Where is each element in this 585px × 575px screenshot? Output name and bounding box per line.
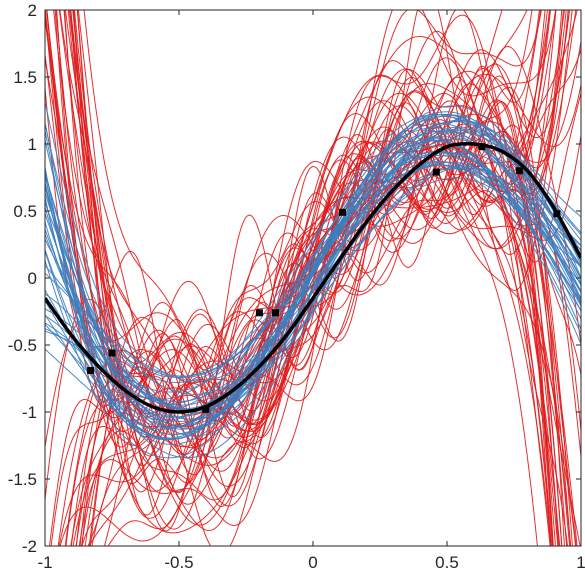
blue-sample-curve [45, 165, 581, 420]
y-tick-label: 0 [28, 269, 37, 288]
blue-sample-curve [45, 131, 581, 412]
blue-sample-curve [45, 167, 581, 411]
data-point [87, 367, 95, 374]
y-tick-label: -0.5 [8, 336, 37, 355]
y-tick-label: 2 [28, 1, 37, 20]
red-sample-curve [46, 10, 578, 432]
blue-sample-curve [45, 111, 581, 445]
red-sample-curve [103, 10, 546, 546]
red-sample-curve [88, 86, 565, 546]
y-axis-ticks: -2 -1.5 -1 -0.5 0 0.5 1 1.5 2 [8, 1, 581, 556]
y-tick-label: 1 [28, 135, 37, 154]
true-function-line [45, 141, 581, 414]
y-tick-label: 1.5 [13, 68, 37, 87]
blue-sample-curve [45, 128, 581, 459]
blue-sample-curve [45, 151, 581, 435]
red-sample-curve [107, 46, 581, 546]
x-tick-label: -1 [37, 553, 52, 572]
data-points [87, 143, 561, 413]
blue-sample-curve [45, 138, 581, 410]
data-point [478, 143, 486, 151]
blue-sample-curve [45, 121, 581, 410]
red-sample-curve [89, 10, 528, 546]
x-tick-label: 0 [308, 553, 317, 572]
red-sample-curve [83, 10, 538, 546]
data-point [515, 167, 523, 175]
x-axis-ticks: -1 -0.5 0 0.5 1 [37, 10, 585, 572]
x-tick-label: -0.5 [164, 553, 193, 572]
blue-sample-curve [45, 150, 581, 430]
y-tick-label: -1.5 [8, 470, 37, 489]
blue-sample-curve [45, 164, 581, 418]
x-tick-label: 0.5 [435, 553, 459, 572]
blue-sample-curve [45, 122, 581, 440]
blue-sample-curve [45, 177, 581, 395]
red-sample-curve [68, 10, 551, 546]
red-sample-curve [75, 10, 503, 546]
y-tick-label: -2 [22, 537, 37, 556]
red-sample-curve [73, 10, 552, 546]
red-sample-curve [77, 10, 552, 546]
red-sample-curve [45, 13, 581, 459]
data-point [272, 309, 279, 317]
true-function-curve [45, 141, 581, 414]
data-point [202, 405, 210, 413]
blue-sample-curves [45, 101, 581, 459]
data-point [339, 208, 346, 216]
red-sample-curve [45, 54, 581, 476]
red-sample-curve [87, 10, 573, 546]
data-point [108, 349, 116, 357]
data-point [255, 309, 263, 317]
y-tick-label: 0.5 [13, 202, 37, 221]
x-tick-label: 1 [576, 553, 585, 572]
data-point [432, 168, 440, 176]
blue-sample-curve [45, 119, 581, 427]
blue-sample-curve [45, 154, 581, 378]
blue-sample-curve [45, 152, 581, 411]
data-point [553, 210, 561, 218]
y-tick-label: -1 [22, 403, 37, 422]
